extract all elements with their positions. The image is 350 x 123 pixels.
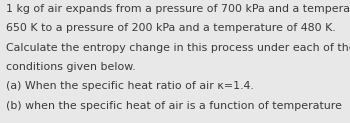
Text: (b) when the specific heat of air is a function of temperature: (b) when the specific heat of air is a f… — [6, 101, 342, 111]
Text: conditions given below.: conditions given below. — [6, 62, 136, 72]
Text: Calculate the entropy change in this process under each of the: Calculate the entropy change in this pro… — [6, 43, 350, 53]
Text: 1 kg of air expands from a pressure of 700 kPa and a temperature of: 1 kg of air expands from a pressure of 7… — [6, 4, 350, 14]
Text: (a) When the specific heat ratio of air κ=1.4.: (a) When the specific heat ratio of air … — [6, 81, 254, 91]
Text: 650 K to a pressure of 200 kPa and a temperature of 480 K.: 650 K to a pressure of 200 kPa and a tem… — [6, 23, 336, 33]
